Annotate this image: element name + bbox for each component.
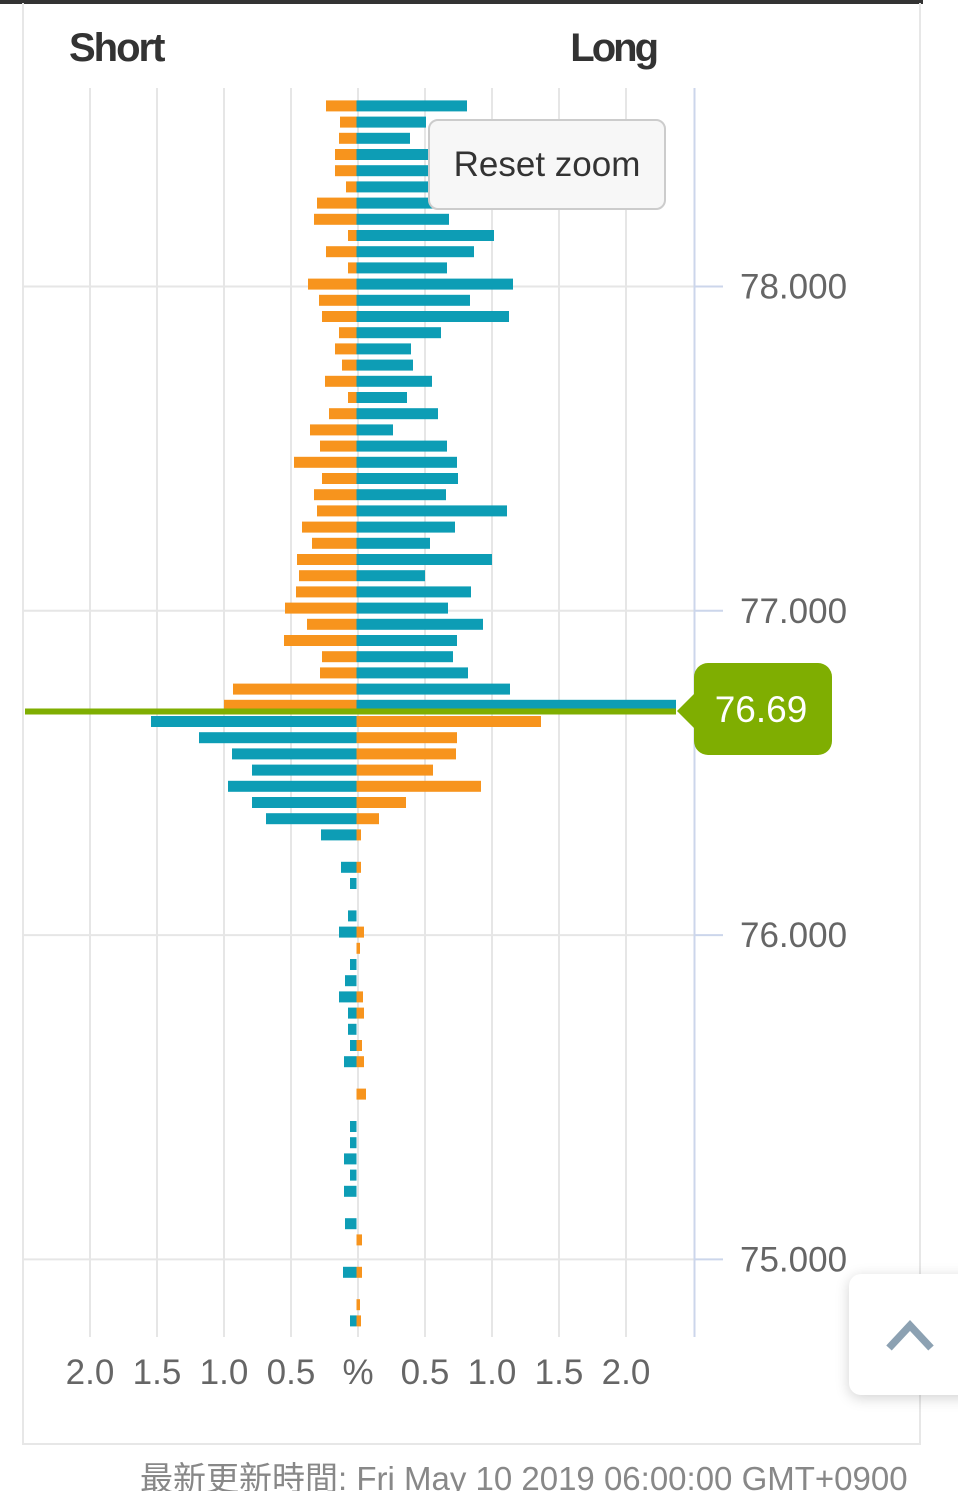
svg-text:75.000: 75.000: [740, 1240, 847, 1279]
svg-text:78.000: 78.000: [740, 268, 847, 307]
svg-text:1.5: 1.5: [535, 1353, 584, 1392]
svg-text:76.000: 76.000: [740, 916, 847, 955]
svg-text:76.69: 76.69: [715, 689, 808, 730]
svg-text:1.0: 1.0: [468, 1353, 517, 1392]
svg-text:2.0: 2.0: [602, 1353, 651, 1392]
svg-text:0.5: 0.5: [267, 1353, 316, 1392]
svg-text:1.0: 1.0: [200, 1353, 249, 1392]
svg-text:1.5: 1.5: [133, 1353, 182, 1392]
svg-text:77.000: 77.000: [740, 592, 847, 631]
svg-text:2.0: 2.0: [66, 1353, 115, 1392]
svg-text:0.5: 0.5: [401, 1353, 450, 1392]
svg-text:%: %: [342, 1353, 373, 1392]
